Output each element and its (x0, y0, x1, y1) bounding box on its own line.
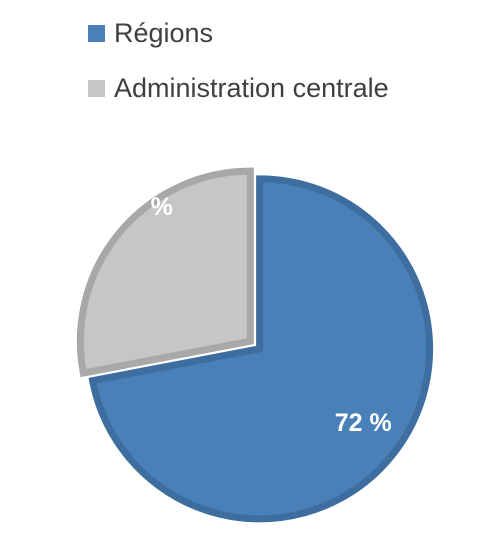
legend-swatch-regions (88, 24, 105, 42)
legend-swatch-administration-centrale (88, 79, 105, 97)
pie-slice-regions (88, 175, 434, 523)
pie-slice-administration-centrale (76, 167, 254, 378)
data-label-administration-centrale: 28 % (151, 162, 187, 221)
data-label-administration-centrale-line-1: 28 (151, 162, 179, 190)
legend-item-regions: Régions (88, 14, 389, 52)
legend: Régions Administration centrale (88, 14, 389, 124)
legend-item-administration-centrale: Administration centrale (88, 69, 389, 107)
legend-label-regions: Régions (114, 17, 214, 48)
legend-label-administration-centrale: Administration centrale (114, 72, 389, 103)
data-label-administration-centrale-line-2: % (151, 193, 173, 221)
data-label-regions: 72 % (335, 409, 392, 437)
